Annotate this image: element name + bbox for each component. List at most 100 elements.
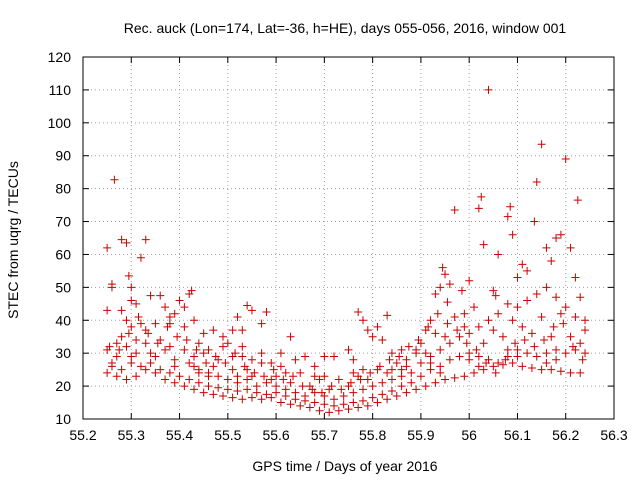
data-point [247, 306, 256, 315]
data-point [272, 382, 281, 391]
data-point [204, 372, 213, 381]
data-point [518, 260, 527, 269]
data-point [298, 382, 307, 391]
grid [83, 57, 614, 419]
data-point [122, 316, 131, 325]
data-point [204, 382, 213, 391]
data-point [356, 375, 365, 384]
data-point [320, 352, 329, 361]
data-point [320, 372, 329, 381]
data-points [103, 85, 590, 417]
data-point [214, 383, 223, 392]
data-point [474, 362, 483, 371]
data-point [566, 243, 575, 252]
data-point [457, 286, 466, 295]
data-point [532, 352, 541, 361]
data-point [443, 298, 452, 307]
data-point [185, 375, 194, 384]
data-point [136, 253, 145, 262]
data-point [433, 309, 442, 318]
data-point [117, 235, 126, 244]
data-point [344, 405, 353, 414]
data-point [233, 387, 242, 396]
data-point [375, 362, 384, 371]
data-point [397, 345, 406, 354]
data-point [165, 342, 174, 351]
y-axis-title: STEC from uqrg / TECUs [5, 161, 21, 319]
data-point [470, 303, 479, 312]
data-point [416, 372, 425, 381]
data-point [387, 375, 396, 384]
data-point [107, 362, 116, 371]
data-point [204, 345, 213, 354]
data-point [161, 303, 170, 312]
data-point [243, 375, 252, 384]
data-point [286, 400, 295, 409]
data-point [503, 212, 512, 221]
data-point [358, 385, 367, 394]
data-point [532, 178, 541, 187]
plot-frame [82, 56, 615, 420]
data-point [305, 403, 314, 412]
data-point [530, 342, 539, 351]
data-point [209, 326, 218, 335]
data-point [450, 312, 459, 321]
data-point [412, 345, 421, 354]
data-point [460, 372, 469, 381]
data-point [110, 175, 119, 184]
data-point [568, 342, 577, 351]
data-point [281, 368, 290, 377]
x-tick-label: 56.2 [552, 427, 579, 443]
x-tick-label: 55.9 [407, 427, 434, 443]
data-point [105, 342, 114, 351]
data-point [532, 289, 541, 298]
data-point [426, 316, 435, 325]
data-point [412, 385, 421, 394]
data-point [218, 391, 227, 400]
data-point [445, 280, 454, 289]
data-point [301, 352, 310, 361]
data-point [378, 336, 387, 345]
data-point [296, 401, 305, 410]
data-point [151, 368, 160, 377]
data-point [363, 401, 372, 410]
data-point [180, 382, 189, 391]
data-point [124, 271, 133, 280]
data-point [537, 312, 546, 321]
data-point [549, 322, 558, 331]
data-point [552, 345, 561, 354]
data-point [175, 296, 184, 305]
data-point [127, 296, 136, 305]
y-tick-label: 40 [55, 312, 71, 328]
data-point [571, 312, 580, 321]
data-point [392, 391, 401, 400]
data-point [383, 368, 392, 377]
data-point [349, 388, 358, 397]
data-point [397, 365, 406, 374]
data-point [402, 388, 411, 397]
data-point [127, 359, 136, 368]
data-point [243, 365, 252, 374]
data-point [571, 273, 580, 282]
data-point [503, 299, 512, 308]
data-point [520, 336, 529, 345]
data-point [156, 365, 165, 374]
data-point [421, 349, 430, 358]
data-point [450, 373, 459, 382]
data-point [385, 355, 394, 364]
data-point [310, 372, 319, 381]
data-point [349, 368, 358, 377]
x-tick-label: 56 [461, 427, 477, 443]
data-point [262, 378, 271, 387]
data-point [190, 385, 199, 394]
data-point [211, 352, 220, 361]
data-point [561, 349, 570, 358]
data-point [141, 339, 150, 348]
data-point [523, 266, 532, 275]
data-point [223, 385, 232, 394]
data-point [573, 196, 582, 205]
data-point [530, 217, 539, 226]
data-point [445, 355, 454, 364]
data-point [438, 263, 447, 272]
